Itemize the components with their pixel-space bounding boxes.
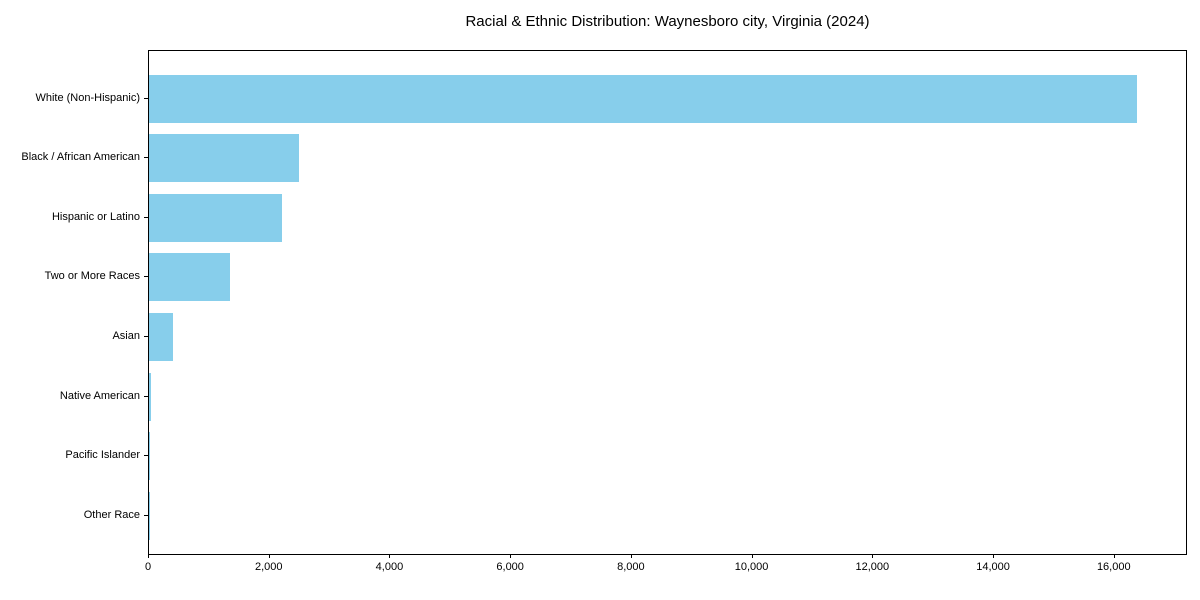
bar xyxy=(149,312,174,361)
x-tick-label: 2,000 xyxy=(254,561,283,573)
x-tick-label: 16,000 xyxy=(1096,561,1131,573)
y-axis-tick xyxy=(144,514,148,516)
x-axis-tick xyxy=(751,554,753,558)
y-tick-label: Asian xyxy=(112,329,140,342)
x-axis-tick xyxy=(389,554,391,558)
y-axis-tick xyxy=(144,455,148,457)
plot-area xyxy=(148,50,1187,555)
y-tick-label: Other Race xyxy=(83,508,140,521)
y-tick-label: Hispanic or Latino xyxy=(51,210,140,223)
x-axis-tick xyxy=(993,554,995,558)
x-axis-tick xyxy=(872,554,874,558)
bar xyxy=(149,491,150,540)
x-axis-tick xyxy=(148,554,149,558)
x-axis-tick xyxy=(630,554,632,558)
bar xyxy=(149,372,152,421)
y-tick-label: Native American xyxy=(59,389,140,402)
x-axis-tick xyxy=(510,554,512,558)
y-tick-label: Two or More Races xyxy=(44,270,140,283)
y-axis-tick xyxy=(144,335,148,337)
x-tick-label: 14,000 xyxy=(976,561,1010,573)
x-tick-label: 8,000 xyxy=(617,561,645,573)
x-tick-label: 10,000 xyxy=(734,561,769,573)
x-axis-tick xyxy=(1113,554,1115,558)
y-axis-tick xyxy=(144,395,148,397)
bar xyxy=(149,74,1137,123)
y-tick-label: Black / African American xyxy=(21,151,140,164)
x-tick-label: 0 xyxy=(144,561,152,573)
y-axis-tick xyxy=(144,157,148,159)
x-tick-label: 6,000 xyxy=(496,561,524,573)
y-tick-label: White (Non-Hispanic) xyxy=(35,91,140,104)
x-tick-label: 12,000 xyxy=(855,561,890,573)
y-axis-tick xyxy=(144,216,148,218)
y-axis-tick xyxy=(144,276,148,278)
y-tick-label: Pacific Islander xyxy=(65,449,140,462)
x-tick-label: 4,000 xyxy=(375,561,404,573)
bar xyxy=(149,253,230,302)
chart-title: Racial & Ethnic Distribution: Waynesboro… xyxy=(465,13,870,30)
y-axis-tick xyxy=(144,97,148,99)
bar xyxy=(149,193,283,242)
x-axis-tick xyxy=(268,554,270,558)
bar xyxy=(149,134,300,183)
